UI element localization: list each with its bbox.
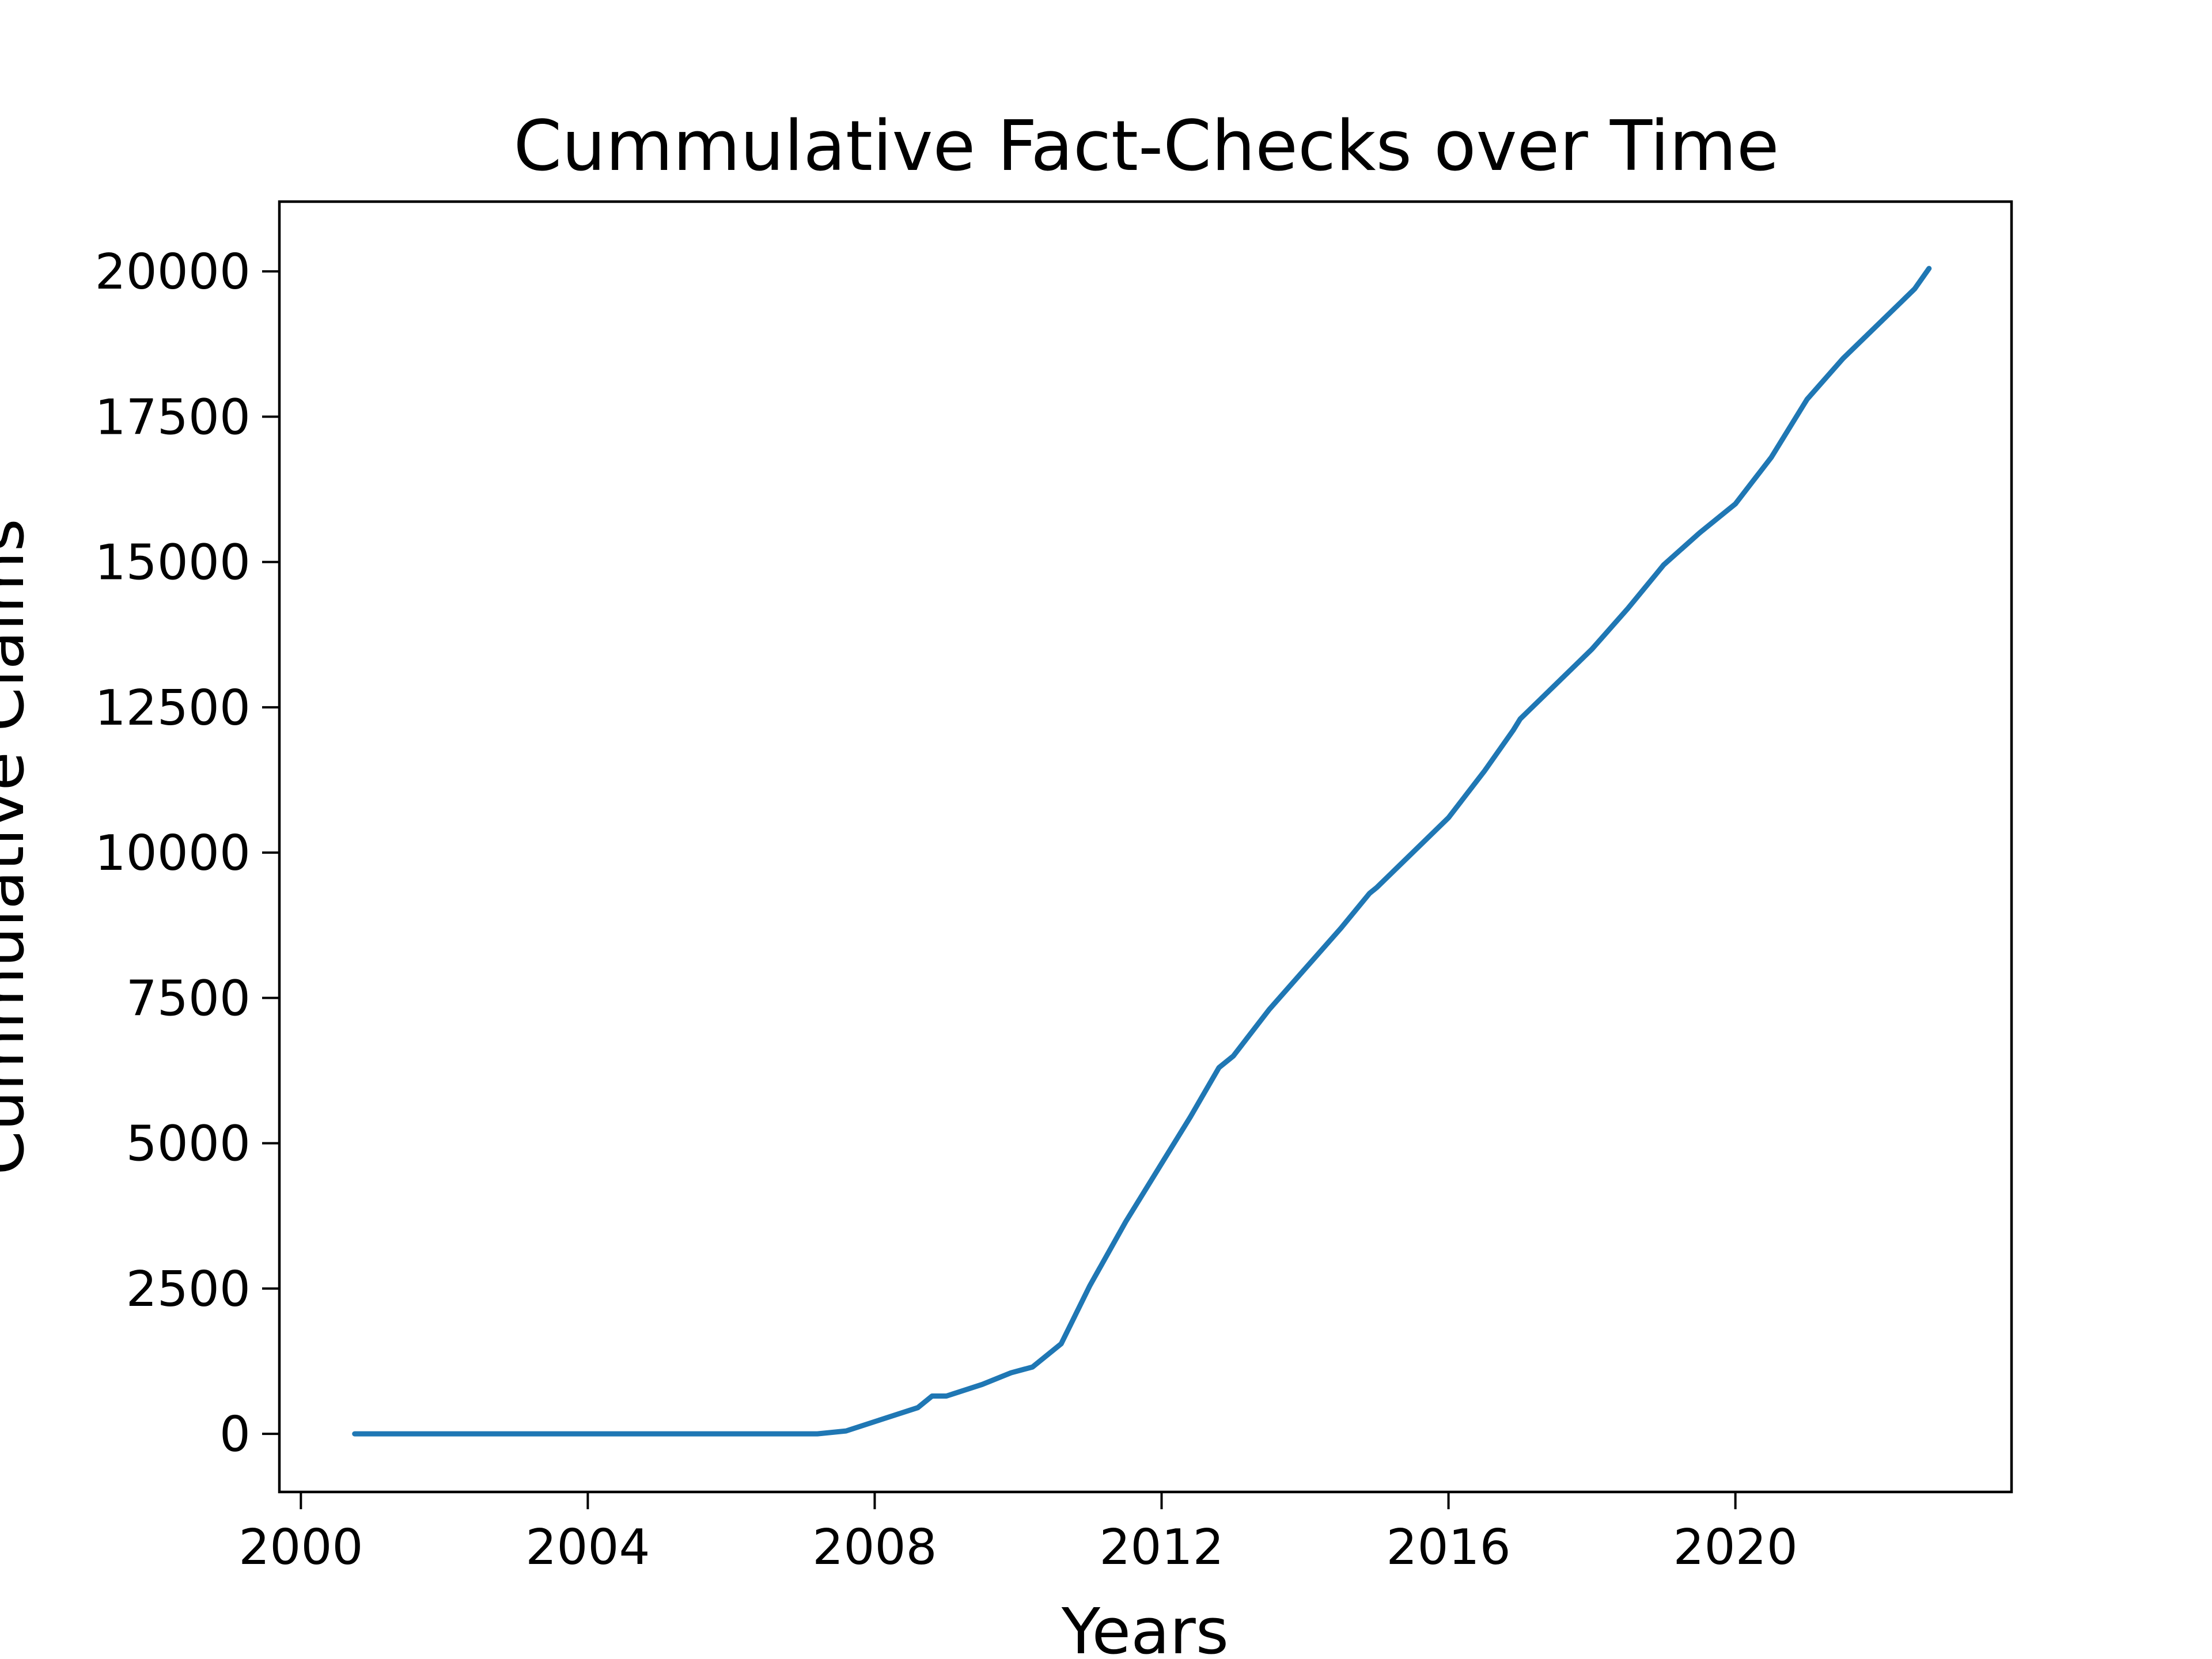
y-tick-label-4: 10000 xyxy=(95,825,251,882)
y-tick-label-0: 0 xyxy=(219,1406,251,1463)
chart-title: Cummulative Fact-Checks over Time xyxy=(513,107,1779,187)
x-axis: 2000 2004 2008 2012 2016 2020 xyxy=(238,1492,1798,1576)
series-line-0 xyxy=(352,266,1932,1437)
plot-area xyxy=(352,266,1932,1437)
y-tick-label-1: 2500 xyxy=(126,1261,251,1318)
x-tick-label-1: 2004 xyxy=(525,1519,650,1576)
x-tick-label-2: 2008 xyxy=(812,1519,937,1576)
x-tick-label-0: 2000 xyxy=(238,1519,363,1576)
y-tick-label-3: 7500 xyxy=(126,970,251,1027)
x-tick-label-5: 2020 xyxy=(1673,1519,1797,1576)
y-tick-label-6: 15000 xyxy=(95,535,251,592)
x-axis-label: Years xyxy=(1061,1594,1229,1659)
y-tick-label-7: 17500 xyxy=(95,389,251,446)
y-tick-label-8: 20000 xyxy=(95,244,251,301)
x-tick-label-3: 2012 xyxy=(1099,1519,1224,1576)
x-tick-label-4: 2016 xyxy=(1386,1519,1510,1576)
y-axis: 0 2500 5000 7500 10000 12500 15000 17500 20000 xyxy=(95,244,279,1463)
y-axis-label: Cummulative Claims xyxy=(0,518,38,1175)
y-tick-label-5: 12500 xyxy=(95,680,251,737)
axes-frame xyxy=(278,200,2013,1494)
y-tick-label-2: 5000 xyxy=(126,1116,251,1173)
